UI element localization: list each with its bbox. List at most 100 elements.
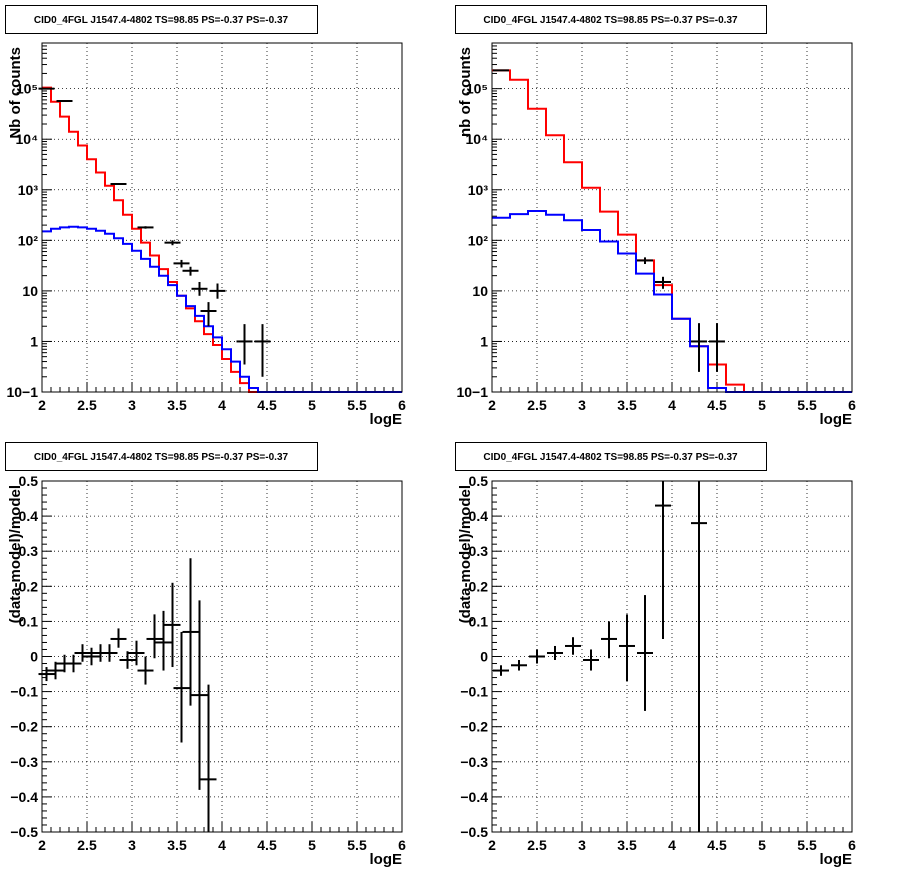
y-tick-label: −0.5 <box>460 824 488 840</box>
y-axis-label: Nb of counts <box>7 47 24 139</box>
y-tick-label: 0.3 <box>469 543 489 559</box>
plot-frame <box>41 42 403 393</box>
data-point <box>164 240 181 246</box>
data-point <box>110 183 127 186</box>
data-point <box>137 656 154 685</box>
title-box <box>5 442 318 471</box>
chart-title: CID0_4FGL J1547.4-4802 TS=98.85 PS=-0.37… <box>34 452 289 463</box>
y-tick-label: 0.3 <box>19 543 39 559</box>
y-tick-label: 0.5 <box>469 473 489 489</box>
x-tick-label: 3 <box>578 397 586 413</box>
y-tick-label: 1 <box>30 333 38 349</box>
x-tick-label: 6 <box>848 837 856 853</box>
data-point <box>637 257 653 265</box>
data-point <box>200 684 217 832</box>
data-point <box>119 651 136 669</box>
x-tick-label: 2 <box>38 837 46 853</box>
x-tick-label: 2.5 <box>77 837 97 853</box>
y-tick-label: 10−1 <box>6 384 38 400</box>
series-2-step-line <box>492 210 852 393</box>
x-tick-label: 6 <box>848 397 856 413</box>
x-tick-label: 5 <box>308 397 316 413</box>
y-tick-label: −0.4 <box>460 789 488 805</box>
x-tick-label: 4.5 <box>707 397 727 413</box>
chart-title: CID0_4FGL J1547.4-4802 TS=98.85 PS=-0.37… <box>483 15 738 26</box>
x-tick-label: 2 <box>488 397 496 413</box>
data-point <box>164 582 181 668</box>
data-point <box>137 226 154 229</box>
x-tick-label: 2.5 <box>527 837 547 853</box>
data-point <box>74 644 91 662</box>
x-tick-label: 2.5 <box>77 397 97 413</box>
y-tick-label: 10³ <box>468 182 489 198</box>
data-point <box>236 324 253 365</box>
x-tick-label: 5 <box>758 837 766 853</box>
y-axis-label: (data-model)/model <box>7 485 24 623</box>
x-tick-label: 4 <box>668 837 676 853</box>
x-tick-label: 3 <box>128 397 136 413</box>
y-tick-label: 10 <box>22 283 38 299</box>
x-tick-label: 5.5 <box>347 397 367 413</box>
x-tick-label: 3.5 <box>167 837 187 853</box>
chart-panel-4: CID0_4FGL J1547.4-4802 TS=98.85 PS=-0.37… <box>455 442 856 868</box>
y-tick-label: 10 <box>472 283 488 299</box>
y-tick-label: −0.3 <box>460 754 488 770</box>
x-axis-label: logE <box>820 411 853 428</box>
y-tick-label: 10⁵ <box>466 81 488 97</box>
x-tick-label: 3.5 <box>617 397 637 413</box>
data-point <box>511 660 527 671</box>
data-point <box>101 644 118 662</box>
y-tick-label: −0.2 <box>460 719 488 735</box>
y-tick-label: 0.4 <box>469 508 489 524</box>
x-tick-label: 3 <box>128 837 136 853</box>
x-tick-label: 4 <box>218 837 226 853</box>
x-tick-label: 3 <box>578 837 586 853</box>
x-tick-label: 3.5 <box>617 837 637 853</box>
data-point <box>565 637 581 655</box>
chart-title: CID0_4FGL J1547.4-4802 TS=98.85 PS=-0.37… <box>483 452 738 463</box>
y-tick-label: 10² <box>18 232 39 248</box>
y-tick-label: −0.5 <box>10 824 38 840</box>
data-point <box>83 647 100 666</box>
y-tick-label: 0.1 <box>19 613 39 629</box>
x-tick-label: 5.5 <box>797 837 817 853</box>
chart-title: CID0_4FGL J1547.4-4802 TS=98.85 PS=-0.37… <box>34 15 289 26</box>
data-point <box>173 631 190 743</box>
x-tick-label: 4 <box>668 397 676 413</box>
data-point <box>691 481 707 832</box>
y-axis-label: (data-model)/model <box>457 485 474 623</box>
y-tick-label: −0.1 <box>460 684 488 700</box>
data-point <box>709 323 725 372</box>
x-tick-label: 2 <box>488 837 496 853</box>
x-axis-label: logE <box>370 411 403 428</box>
data-point <box>619 614 635 682</box>
title-box <box>455 5 767 34</box>
y-axis-label: nb of counts <box>457 47 474 137</box>
data-point <box>493 665 509 676</box>
x-tick-label: 4.5 <box>257 837 277 853</box>
data-point <box>56 99 73 102</box>
plot-frame <box>41 480 403 833</box>
x-tick-label: 2.5 <box>527 397 547 413</box>
data-point <box>191 281 208 296</box>
data-point <box>209 283 226 299</box>
data-point <box>146 614 163 659</box>
y-tick-label: 0.2 <box>19 578 39 594</box>
y-tick-label: 0.4 <box>19 508 39 524</box>
data-point <box>637 595 653 711</box>
data-point <box>655 276 671 289</box>
x-tick-label: 2 <box>38 397 46 413</box>
title-box <box>5 5 318 34</box>
y-tick-label: 0.1 <box>469 613 489 629</box>
x-tick-label: 6 <box>398 837 406 853</box>
y-tick-label: 0.5 <box>19 473 39 489</box>
data-point <box>655 481 671 639</box>
y-tick-label: 1 <box>480 333 488 349</box>
y-tick-label: 10² <box>468 232 489 248</box>
data-point <box>47 661 64 680</box>
data-point <box>65 654 82 673</box>
y-tick-label: 0 <box>30 649 38 665</box>
x-tick-label: 3.5 <box>167 397 187 413</box>
data-point <box>583 649 599 671</box>
